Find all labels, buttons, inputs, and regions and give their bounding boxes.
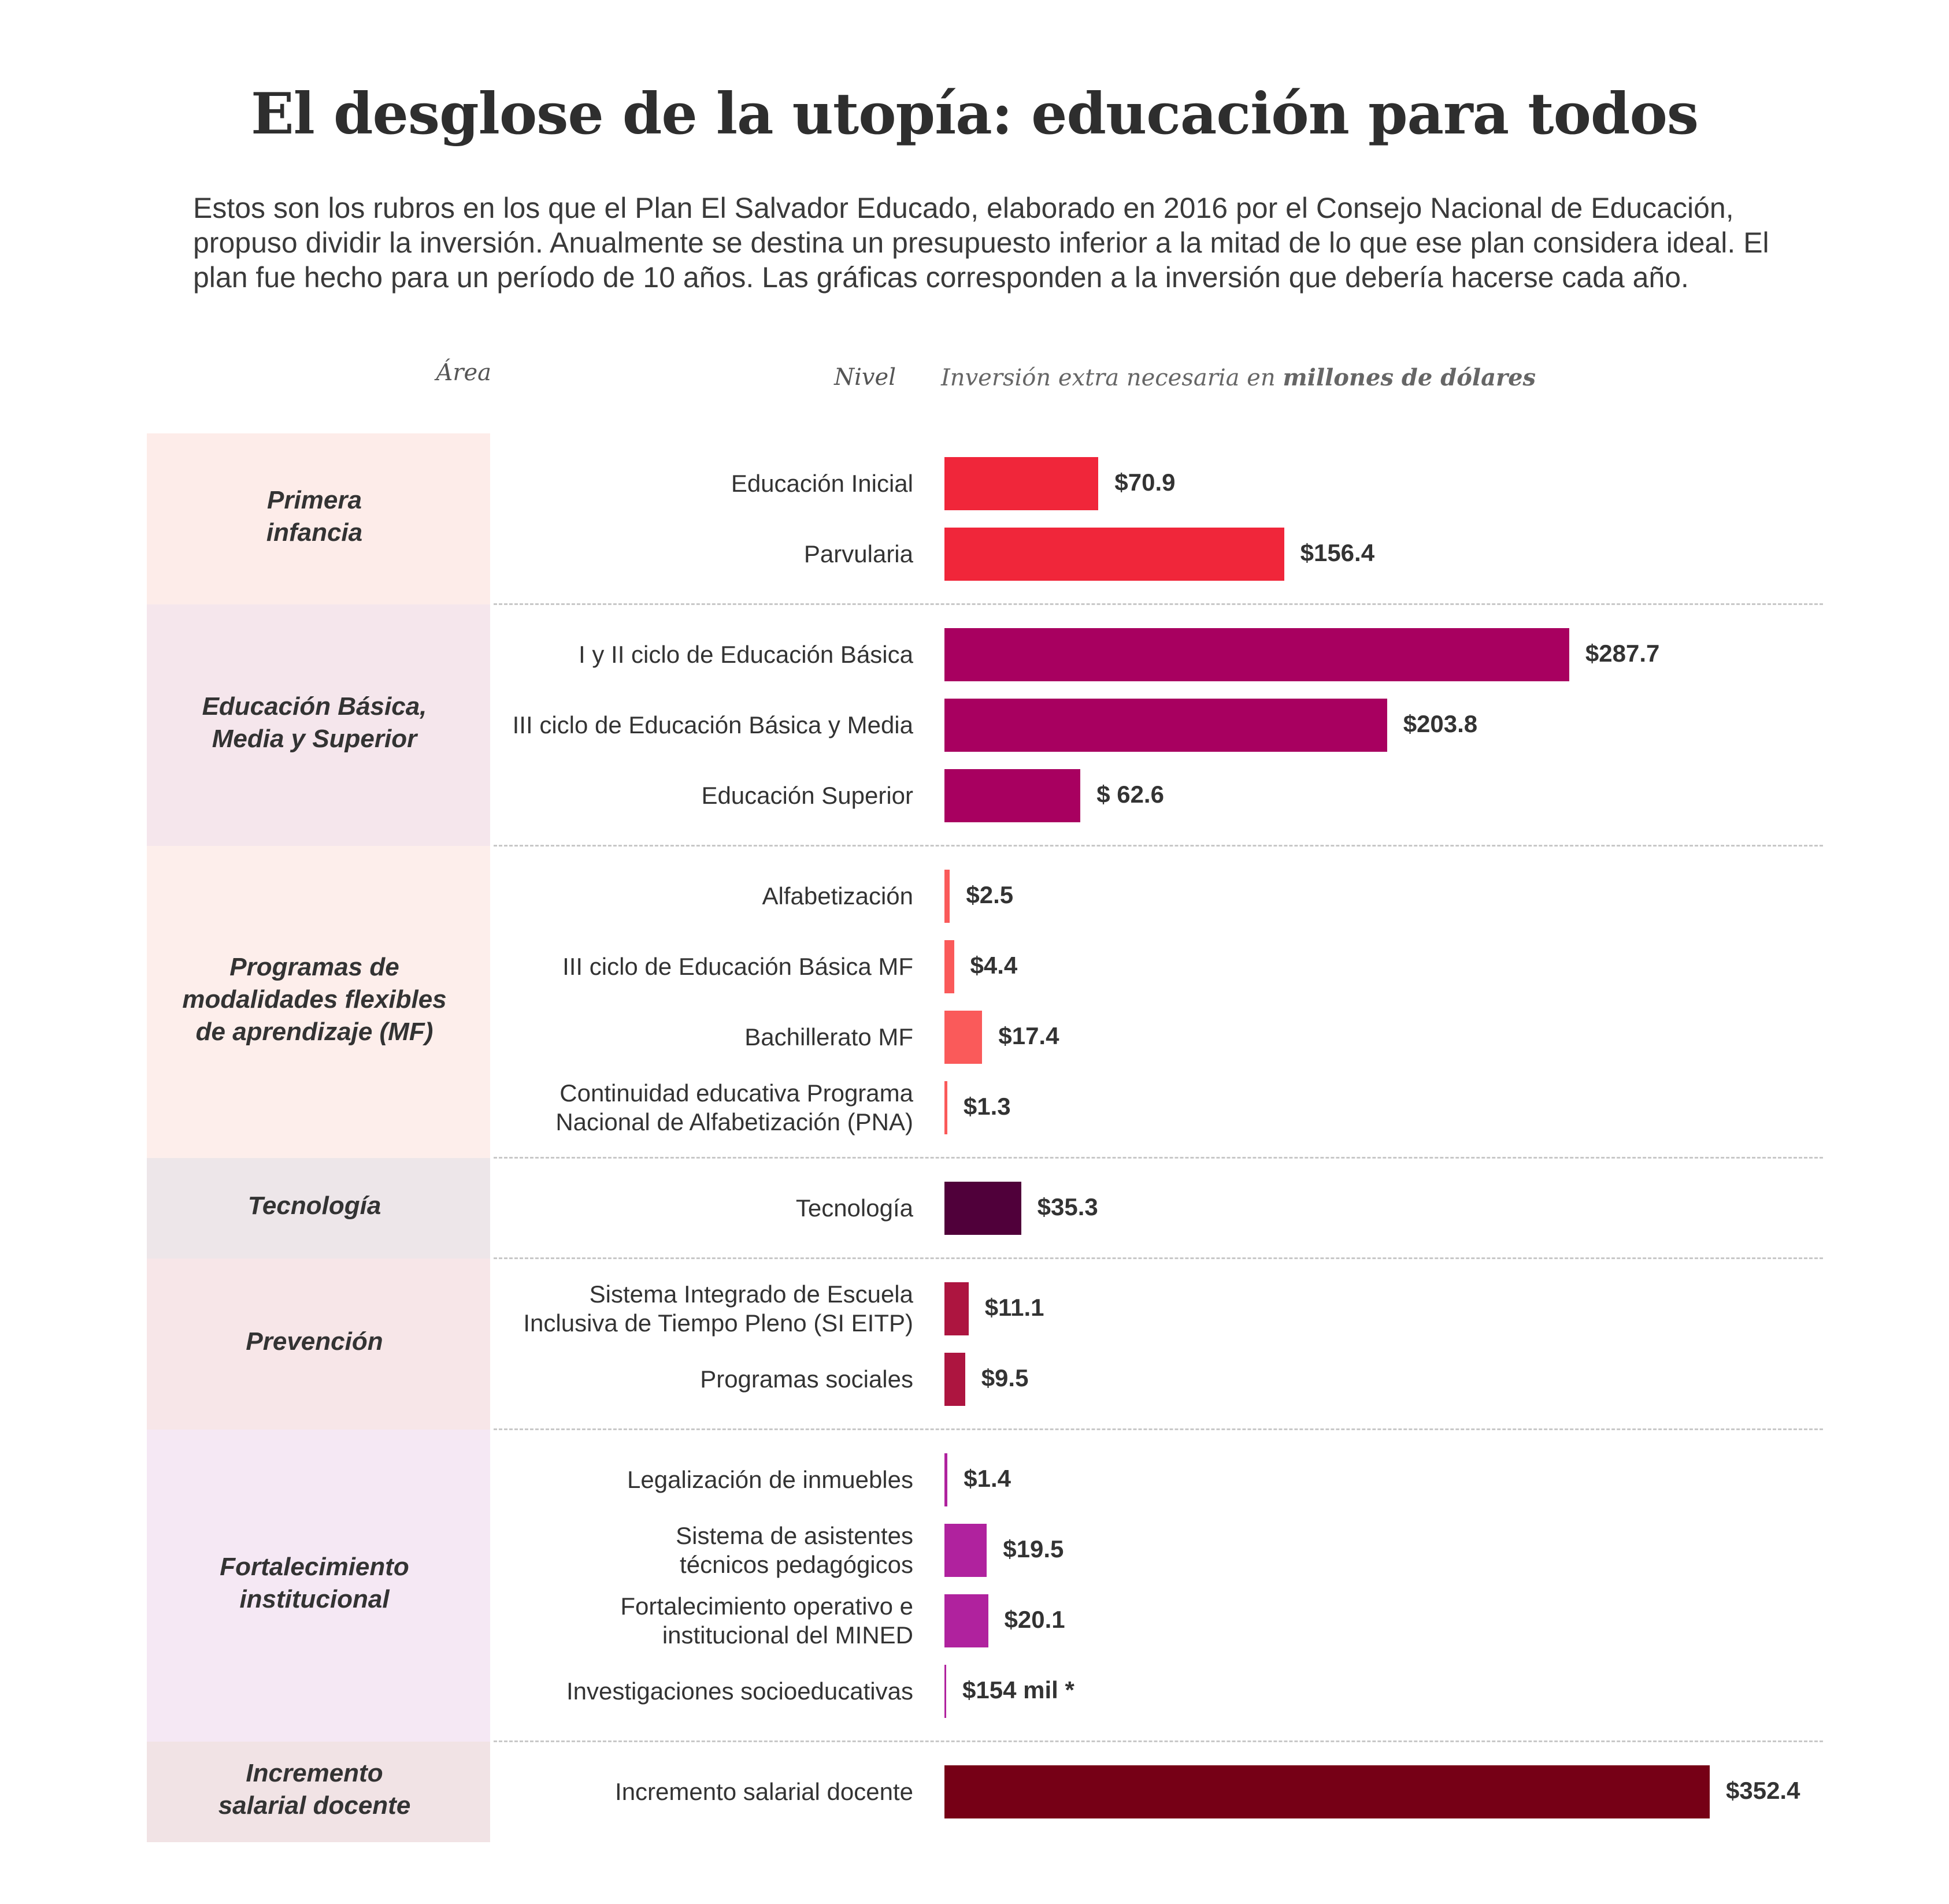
value-label: $19.5 <box>1003 1535 1064 1562</box>
chart-title: El desglose de la utopía: educación para… <box>250 81 1699 147</box>
value-label: $154 mil * <box>962 1676 1074 1703</box>
area-band <box>147 1158 490 1259</box>
bar <box>944 1011 983 1064</box>
level-label: I y II ciclo de Educación Básica <box>579 641 913 668</box>
bar <box>944 1453 948 1506</box>
value-label: $287.7 <box>1585 640 1660 667</box>
value-label: $352.4 <box>1726 1777 1800 1804</box>
area-band <box>147 433 490 604</box>
area-label: Incremento salarial docente <box>218 1759 411 1820</box>
area-band <box>147 1259 490 1430</box>
value-label: $17.4 <box>998 1022 1059 1049</box>
investment-column-header: Inversión extra necesaria en millones de… <box>941 364 1750 391</box>
level-label: Parvularia <box>803 540 913 567</box>
area-label: Fortalecimiento institucional <box>220 1553 409 1613</box>
chart-subtitle: Estos son los rubros en los que el Plan … <box>193 192 1769 294</box>
area-label: Prevención <box>246 1327 383 1356</box>
level-label: Sistema de asistentes técnicos pedagógic… <box>676 1522 913 1578</box>
value-label: $ 62.6 <box>1096 781 1164 808</box>
area-band <box>147 1742 490 1842</box>
level-label: Tecnología <box>795 1194 913 1222</box>
level-label: III ciclo de Educación Básica MF <box>562 953 913 980</box>
value-label: $1.4 <box>964 1465 1011 1492</box>
level-label: Fortalecimiento operativo e instituciona… <box>620 1593 913 1649</box>
level-label: Bachillerato MF <box>744 1023 913 1051</box>
value-label: $9.5 <box>981 1364 1029 1391</box>
value-label: $20.1 <box>1004 1606 1065 1633</box>
level-label: III ciclo de Educación Básica y Media <box>512 711 913 738</box>
level-label: Continuidad educativa Programa Nacional … <box>555 1079 913 1135</box>
area-label: Programas de modalidades flexibles de ap… <box>182 953 447 1046</box>
group-separator <box>494 1257 1823 1259</box>
level-label: Sistema Integrado de Escuela Inclusiva d… <box>523 1281 913 1337</box>
bar <box>944 699 1387 752</box>
level-label: Investigaciones socioeducativas <box>566 1677 913 1705</box>
investment-header-prefix: Inversión extra necesaria en <box>941 365 1276 391</box>
area-label: Educación Básica, Media y Superior <box>202 692 427 753</box>
value-label: $4.4 <box>970 952 1018 979</box>
area-band <box>147 604 490 846</box>
level-label: Incremento salarial docente <box>615 1778 913 1805</box>
value-label: $70.9 <box>1114 469 1176 496</box>
level-label: Legalización de inmuebles <box>627 1466 913 1493</box>
value-label: $203.8 <box>1403 710 1478 737</box>
bar <box>944 1765 1710 1818</box>
bar <box>944 1594 988 1647</box>
value-label: $1.3 <box>963 1093 1011 1120</box>
level-column-header: Nivel <box>834 364 896 391</box>
bar <box>944 528 1284 581</box>
bar <box>944 769 1081 822</box>
area-column-header: Área <box>436 359 491 386</box>
level-label: Programas sociales <box>700 1365 913 1393</box>
value-label: $35.3 <box>1037 1193 1098 1220</box>
level-label: Educación Superior <box>701 782 913 809</box>
bar <box>944 628 1569 681</box>
bar <box>944 1081 947 1134</box>
group-separator <box>494 1428 1823 1430</box>
level-label: Educación Inicial <box>731 470 913 497</box>
level-label: Alfabetización <box>762 882 914 910</box>
bar <box>944 1524 987 1577</box>
area-label: Primera infancia <box>266 486 363 547</box>
bar <box>944 1353 965 1406</box>
value-label: $156.4 <box>1300 539 1375 566</box>
area-band <box>147 1430 490 1742</box>
value-label: $2.5 <box>966 881 1014 908</box>
group-separator <box>494 845 1823 847</box>
bar <box>944 457 1099 510</box>
bar <box>944 870 950 923</box>
group-separator <box>494 1157 1823 1159</box>
group-separator <box>494 1740 1823 1742</box>
bar <box>944 940 954 993</box>
bar <box>944 1665 946 1718</box>
group-separator <box>494 603 1823 605</box>
investment-header-unit: millones de dólares <box>1283 364 1536 391</box>
bar <box>944 1282 969 1335</box>
area-band <box>147 846 490 1158</box>
area-label: Tecnología <box>247 1192 381 1220</box>
bar <box>944 1182 1021 1235</box>
value-label: $11.1 <box>984 1294 1044 1321</box>
